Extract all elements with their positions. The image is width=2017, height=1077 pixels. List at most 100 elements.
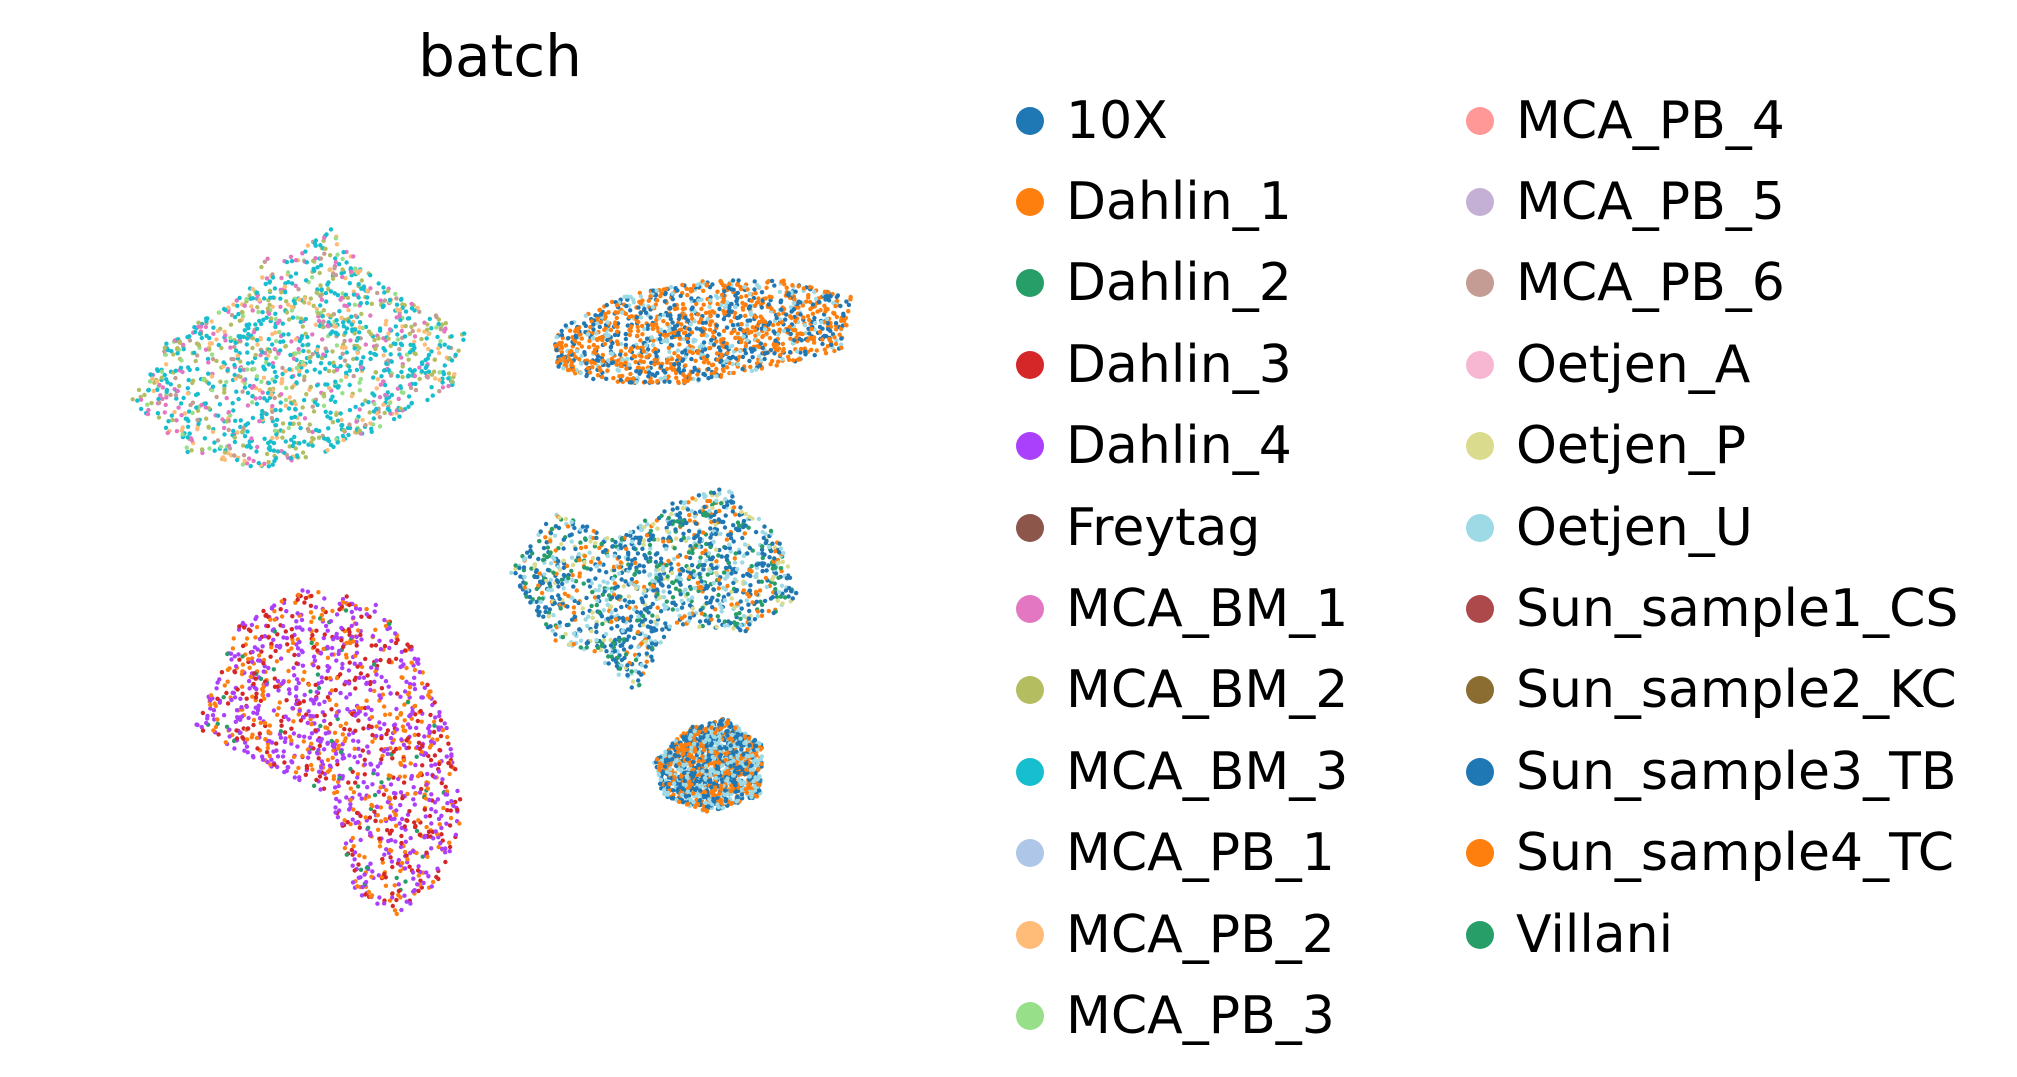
scatter-point <box>255 746 260 751</box>
scatter-point <box>344 594 349 599</box>
scatter-point <box>764 584 769 590</box>
scatter-point <box>328 397 334 402</box>
scatter-point <box>264 682 269 687</box>
scatter-point <box>790 283 795 288</box>
scatter-point <box>181 347 186 352</box>
scatter-point <box>208 702 213 708</box>
scatter-point <box>820 337 825 342</box>
scatter-point <box>351 292 357 297</box>
scatter-point <box>411 343 416 348</box>
scatter-point <box>374 733 379 739</box>
scatter-point <box>762 598 768 604</box>
scatter-point <box>199 402 204 408</box>
scatter-point <box>310 352 315 357</box>
scatter-point <box>246 656 251 662</box>
scatter-point <box>297 700 302 706</box>
scatter-point <box>437 389 442 394</box>
scatter-point <box>666 584 672 589</box>
scatter-point <box>824 316 829 321</box>
scatter-point <box>359 311 364 317</box>
scatter-point <box>237 335 242 340</box>
scatter-point <box>762 356 767 362</box>
scatter-point <box>791 300 797 306</box>
scatter-point <box>394 808 399 813</box>
scatter-point <box>265 390 271 396</box>
scatter-point <box>155 387 160 392</box>
scatter-point <box>753 328 758 333</box>
scatter-point <box>254 326 260 331</box>
scatter-point <box>271 667 276 672</box>
scatter-point <box>704 282 710 287</box>
scatter-point <box>372 792 378 798</box>
scatter-point <box>721 328 727 334</box>
scatter-point <box>314 628 319 633</box>
scatter-point <box>269 645 274 650</box>
scatter-point <box>708 314 713 319</box>
scatter-point <box>436 725 441 730</box>
scatter-point <box>609 299 615 305</box>
scatter-point <box>301 699 306 704</box>
scatter-point <box>354 367 360 373</box>
scatter-point <box>590 336 595 341</box>
scatter-point <box>437 747 442 753</box>
scatter-point <box>245 336 250 341</box>
scatter-point <box>309 731 315 736</box>
scatter-point <box>297 639 302 645</box>
scatter-point <box>347 407 353 413</box>
scatter-point <box>361 726 366 731</box>
scatter-point <box>365 673 370 678</box>
scatter-point <box>786 291 791 296</box>
scatter-point <box>279 614 285 619</box>
scatter-point <box>801 286 806 291</box>
scatter-point <box>274 659 280 664</box>
scatter-point <box>658 327 664 333</box>
scatter-point <box>829 342 834 347</box>
scatter-point <box>410 328 415 334</box>
scatter-point <box>559 345 565 350</box>
scatter-point <box>216 732 221 737</box>
scatter-point <box>594 337 600 342</box>
scatter-point <box>809 347 814 352</box>
scatter-point <box>356 875 361 880</box>
scatter-point <box>376 789 381 794</box>
scatter-point <box>688 376 693 381</box>
scatter-point <box>846 302 852 308</box>
scatter-point <box>196 320 201 325</box>
scatter-point <box>711 330 716 335</box>
scatter-point <box>292 775 297 780</box>
scatter-point <box>231 636 236 641</box>
scatter-point <box>228 322 234 327</box>
scatter-point <box>255 342 260 347</box>
scatter-point <box>407 331 412 336</box>
scatter-point <box>612 648 618 654</box>
scatter-point <box>674 620 680 625</box>
scatter-point <box>216 310 222 315</box>
scatter-point <box>553 524 559 529</box>
scatter-point <box>682 380 687 385</box>
scatter-point <box>353 313 358 318</box>
scatter-point <box>343 608 349 613</box>
scatter-point <box>223 307 228 313</box>
scatter-point <box>280 623 286 629</box>
scatter-point <box>393 656 399 661</box>
scatter-point <box>285 270 291 275</box>
scatter-point <box>769 358 775 364</box>
scatter-point <box>842 318 847 323</box>
scatter-point <box>709 337 714 343</box>
scatter-point <box>315 738 321 743</box>
scatter-point <box>293 770 299 775</box>
scatter-point <box>209 374 215 379</box>
scatter-point <box>817 324 823 330</box>
scatter-point <box>381 704 387 709</box>
scatter-point <box>563 323 568 328</box>
scatter-point <box>269 606 275 611</box>
scatter-point <box>333 399 338 404</box>
scatter-point <box>289 339 294 344</box>
scatter-point <box>388 782 394 787</box>
scatter-point <box>352 868 357 873</box>
scatter-point <box>742 347 747 353</box>
scatter-point <box>800 331 805 337</box>
scatter-point <box>449 358 455 363</box>
scatter-point <box>429 372 435 377</box>
scatter-point <box>392 795 398 800</box>
